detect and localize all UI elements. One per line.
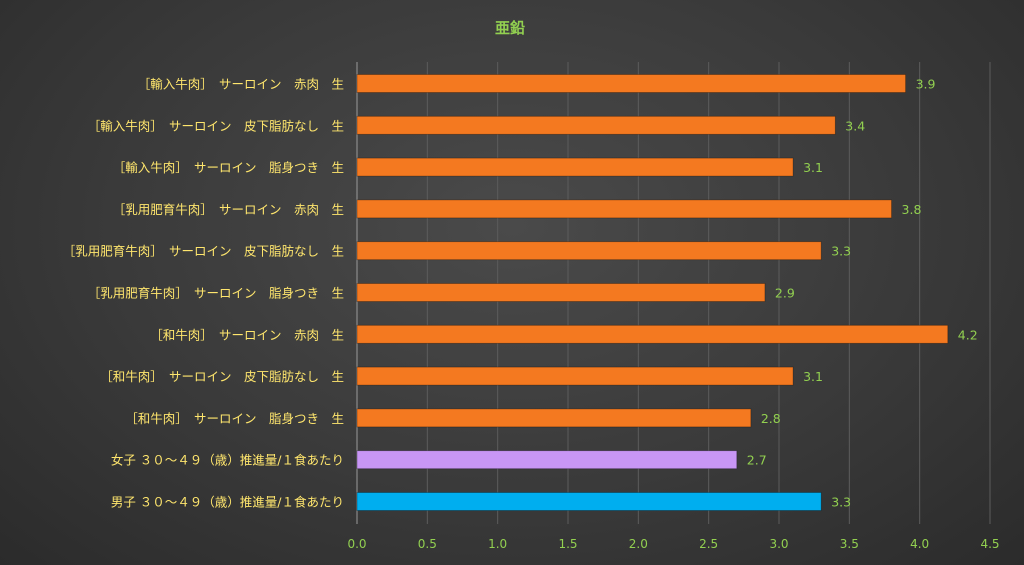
x-tick-label: 2.0 <box>629 537 648 551</box>
x-tick-label: 0.0 <box>347 537 366 551</box>
category-labels: ［輸入牛肉］ サーロイン 赤肉 生 ［輸入牛肉］ サーロイン 皮下脂肪なし 生 ［輸… <box>63 77 344 510</box>
bar <box>356 157 794 177</box>
chart-title: 亜鉛 <box>495 19 525 37</box>
bar <box>356 283 766 302</box>
x-tick-label: 3.0 <box>769 537 788 551</box>
category-label: ［乳用肥育牛肉］ サーロイン 脂身つき 生 <box>88 286 344 301</box>
data-label: 2.7 <box>747 453 767 468</box>
data-label: 2.9 <box>775 286 795 301</box>
bar <box>356 241 822 261</box>
x-tick-label: 3.5 <box>840 537 859 551</box>
category-label: ［乳用肥育牛肉］ サーロイン 赤肉 生 <box>113 202 344 217</box>
data-label: 3.1 <box>803 369 823 384</box>
category-label: ［和牛肉］ サーロイン 脂身つき 生 <box>125 411 344 426</box>
data-label: 3.3 <box>831 244 851 259</box>
x-tick-label: 0.5 <box>418 537 437 551</box>
x-tick-label: 2.5 <box>699 537 718 551</box>
x-axis-ticks: 0.0 0.5 1.0 1.5 2.0 2.5 3.0 3.5 4.0 4.5 <box>347 537 999 551</box>
category-label: ［和牛肉］ サーロイン 赤肉 生 <box>150 327 344 342</box>
data-label: 3.3 <box>831 495 851 510</box>
bar <box>356 366 794 386</box>
category-label: 男子 ３０～４９（歳）推進量/１食あたり <box>111 495 344 510</box>
category-label: ［輸入牛肉］ サーロイン 赤肉 生 <box>138 77 344 92</box>
data-labels: 3.9 3.4 3.1 3.8 3.3 2.9 4.2 3.1 2.8 2.7 3.3 <box>747 77 978 510</box>
data-label: 2.8 <box>761 411 781 426</box>
bar <box>356 450 738 470</box>
bar <box>356 199 892 219</box>
category-label: ［輸入牛肉］ サーロイン 脂身つき 生 <box>113 160 344 175</box>
category-label: ［輸入牛肉］ サーロイン 皮下脂肪なし 生 <box>88 118 344 133</box>
data-label: 3.9 <box>916 77 936 92</box>
x-tick-label: 1.5 <box>558 537 577 551</box>
x-tick-label: 4.5 <box>980 537 999 551</box>
data-label: 3.4 <box>845 118 865 133</box>
data-label: 3.1 <box>803 160 823 175</box>
bar <box>356 74 906 93</box>
data-label: 3.8 <box>902 202 922 217</box>
category-label: 女子 ３０～４９（歳）推進量/１食あたり <box>111 453 344 468</box>
category-label: ［和牛肉］ サーロイン 皮下脂肪なし 生 <box>100 369 344 384</box>
bars <box>356 74 949 511</box>
category-label: ［乳用肥育牛肉］ サーロイン 皮下脂肪なし 生 <box>63 244 344 259</box>
bar <box>356 115 836 135</box>
bar <box>356 492 822 511</box>
x-tick-label: 1.0 <box>488 537 507 551</box>
x-tick-label: 4.0 <box>910 537 929 551</box>
bar <box>356 324 949 344</box>
bar <box>356 408 752 428</box>
data-label: 4.2 <box>958 327 978 342</box>
